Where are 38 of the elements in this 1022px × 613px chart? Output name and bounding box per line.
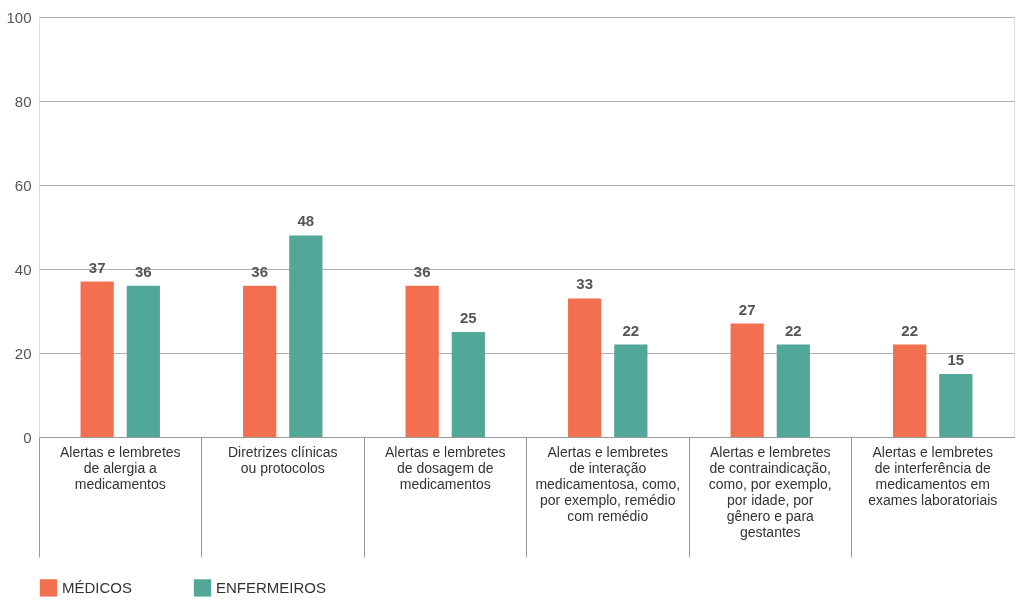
bar <box>289 235 323 437</box>
x-tick-label: Diretrizes clínicas ou protocolos <box>227 443 338 476</box>
y-tick-label: 0 <box>23 428 32 446</box>
data-label: 15 <box>947 351 965 368</box>
y-tick-label: 60 <box>14 176 32 194</box>
data-label: 48 <box>297 212 315 230</box>
bar <box>730 323 764 437</box>
data-label: 33 <box>576 275 594 293</box>
x-tick-label: Alertas e lembretes de alergia a medicamentos <box>59 443 181 492</box>
x-tick-label: Alertas e lembretes de interação medicamentosa, como, por exemplo, remédio com remédio <box>535 443 681 524</box>
y-tick-label: 100 <box>6 8 32 26</box>
x-tick-label: Alertas e lembretes de dosagem de medicamentos <box>384 443 506 492</box>
data-label: 36 <box>134 262 152 280</box>
data-label: 22 <box>784 321 802 339</box>
bar <box>405 285 439 437</box>
bar <box>243 285 277 437</box>
y-tick-label: 40 <box>14 260 32 278</box>
legend-label: ENFERMEIROS <box>216 578 327 596</box>
data-label: 36 <box>413 262 431 280</box>
legend-label: MÉDICOS <box>62 578 133 596</box>
x-tick-label: Alertas e lembretes de interferência de medicamentos em exames laboratoriais <box>868 443 998 508</box>
data-label: 22 <box>901 321 919 339</box>
data-label: 27 <box>738 300 756 318</box>
data-label: 25 <box>459 309 477 326</box>
bar <box>776 344 810 437</box>
bar <box>568 298 602 437</box>
y-tick-label: 80 <box>14 92 32 110</box>
bar <box>451 332 485 437</box>
y-tick-label: 20 <box>14 344 32 362</box>
x-tick-label: Alertas e lembretes de contraindicação, como, por exemplo, por idade, por gênero e para gestantes <box>708 443 832 540</box>
bar <box>893 344 927 437</box>
data-label: 37 <box>88 258 106 276</box>
bar <box>126 285 160 437</box>
bar <box>614 344 648 437</box>
data-label: 22 <box>622 321 640 339</box>
bar <box>80 281 114 437</box>
bar <box>939 374 973 437</box>
data-label: 36 <box>251 262 269 280</box>
